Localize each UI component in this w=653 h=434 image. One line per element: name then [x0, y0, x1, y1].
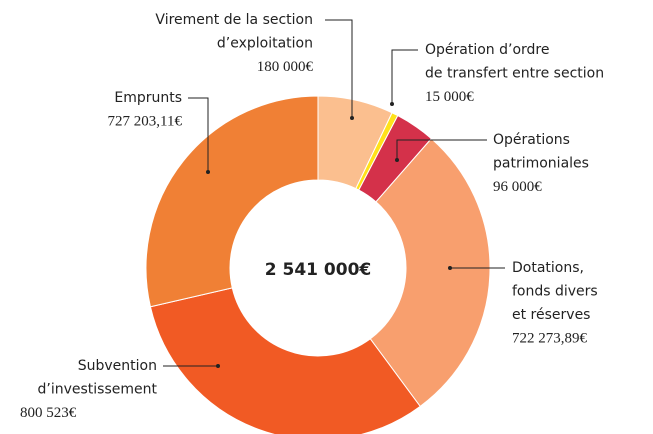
leader-dot — [206, 170, 210, 174]
value-label: 722 273,89€ — [512, 331, 588, 347]
value-label: 180 000€ — [257, 59, 314, 75]
value-label: 15 000€ — [425, 89, 474, 105]
leader-line — [325, 19, 353, 118]
value-label: 96 000€ — [493, 179, 542, 195]
leader-line — [396, 139, 487, 160]
leader-dot — [350, 116, 354, 120]
slice-label: Opérations patrimoniales — [493, 132, 589, 172]
leader-dot — [390, 102, 394, 106]
slice-label: Emprunts — [114, 90, 182, 106]
value-label: 727 203,11€ — [108, 114, 183, 130]
slice-label: Opération d’ordre de transfert entre sect… — [425, 42, 604, 82]
slice-label: Subvention d’investissement — [38, 358, 158, 398]
leader-line — [391, 49, 418, 104]
donut-slice — [149, 287, 421, 434]
slice-label: Virement de la section d’exploitation — [155, 12, 313, 52]
leader-dot — [395, 158, 399, 162]
slice-label: Dotations, fonds divers et réserves — [512, 260, 598, 323]
center-label: 2 541 000€ — [265, 260, 371, 280]
donut-slice — [369, 137, 491, 408]
donut-slice — [145, 95, 319, 308]
value-label: 800 523€ — [20, 405, 77, 421]
leader-dot — [448, 266, 452, 270]
leader-line — [188, 97, 209, 172]
leader-dot — [216, 364, 220, 368]
